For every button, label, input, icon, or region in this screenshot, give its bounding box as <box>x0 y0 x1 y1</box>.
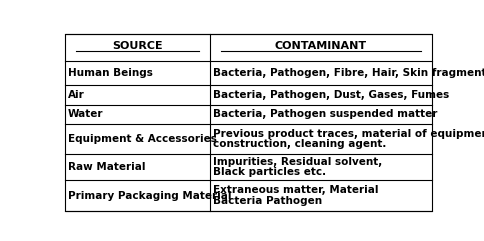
Text: Air: Air <box>68 90 85 100</box>
Text: Water: Water <box>68 109 104 120</box>
Text: construction, cleaning agent.: construction, cleaning agent. <box>212 139 386 149</box>
Text: SOURCE: SOURCE <box>112 41 163 51</box>
Text: Bacteria, Pathogen, Fibre, Hair, Skin fragments, Nail: Bacteria, Pathogen, Fibre, Hair, Skin fr… <box>212 68 484 78</box>
Text: Bacteria, Pathogen, Dust, Gases, Fumes: Bacteria, Pathogen, Dust, Gases, Fumes <box>212 90 448 100</box>
Text: Black particles etc.: Black particles etc. <box>212 167 326 177</box>
Text: Equipment & Accessories: Equipment & Accessories <box>68 134 216 144</box>
Text: Bacteria Pathogen: Bacteria Pathogen <box>212 196 321 206</box>
Text: CONTAMINANT: CONTAMINANT <box>274 41 366 51</box>
Text: Human Beings: Human Beings <box>68 68 152 78</box>
Text: Previous product traces, material of equipment,: Previous product traces, material of equ… <box>212 129 484 139</box>
Text: Impurities, Residual solvent,: Impurities, Residual solvent, <box>212 157 381 167</box>
Text: Extraneous matter, Material: Extraneous matter, Material <box>212 186 378 195</box>
Text: Raw Material: Raw Material <box>68 162 145 172</box>
Text: Bacteria, Pathogen suspended matter: Bacteria, Pathogen suspended matter <box>212 109 437 120</box>
Text: Primary Packaging Material: Primary Packaging Material <box>68 191 231 201</box>
